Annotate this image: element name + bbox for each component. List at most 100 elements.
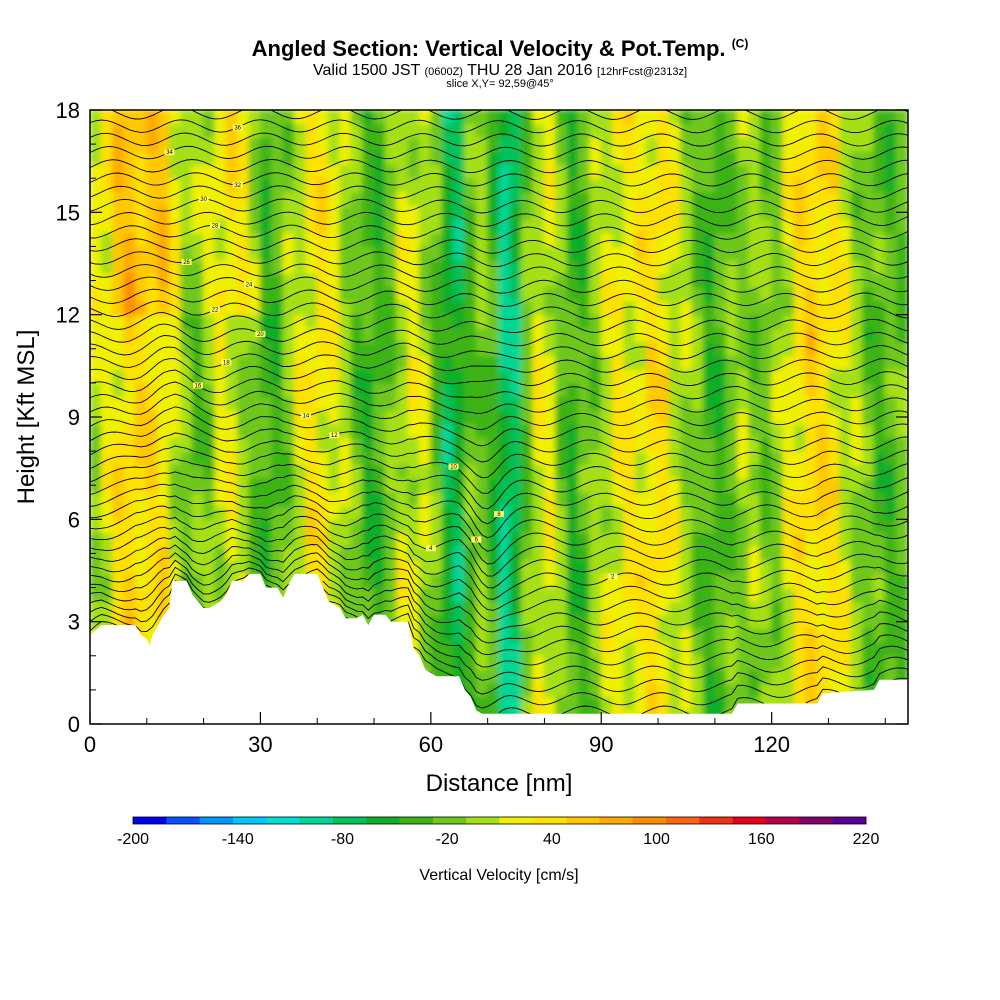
velocity-cell <box>464 245 477 261</box>
velocity-cell <box>555 587 568 602</box>
velocity-cell <box>203 450 216 466</box>
velocity-cell <box>566 245 580 261</box>
velocity-cell <box>827 587 841 602</box>
velocity-cell <box>668 382 682 398</box>
velocity-cell <box>725 205 739 220</box>
velocity-cell <box>725 327 739 343</box>
velocity-cell <box>294 546 307 561</box>
velocity-cell <box>316 368 330 384</box>
velocity-cell <box>566 327 580 343</box>
velocity-cell <box>259 177 273 193</box>
velocity-cell <box>748 205 761 220</box>
velocity-cell <box>884 218 898 234</box>
velocity-cell <box>578 300 591 316</box>
velocity-cell <box>578 164 591 179</box>
velocity-cell <box>691 682 704 698</box>
velocity-cell <box>453 314 466 329</box>
velocity-cell <box>282 218 295 234</box>
y-tick: 12 <box>56 303 908 328</box>
velocity-cell <box>827 409 841 425</box>
velocity-cell <box>839 218 852 234</box>
velocity-cell <box>657 218 670 234</box>
velocity-cell <box>737 518 750 534</box>
velocity-cell <box>521 668 534 684</box>
velocity-cell <box>578 641 591 657</box>
velocity-cell <box>793 668 807 684</box>
velocity-cell <box>816 273 829 288</box>
velocity-cell <box>793 245 807 261</box>
velocity-cell <box>509 491 523 507</box>
velocity-cell <box>896 232 908 247</box>
velocity-cell <box>793 518 807 534</box>
velocity-cell <box>771 177 784 193</box>
velocity-cell <box>316 259 330 275</box>
velocity-cell <box>896 532 908 548</box>
velocity-cell <box>464 587 477 602</box>
velocity-cell <box>680 300 693 316</box>
velocity-cell <box>600 368 614 384</box>
velocity-cell <box>657 423 670 438</box>
velocity-cell <box>294 382 307 398</box>
velocity-cell <box>578 245 591 261</box>
velocity-cell <box>884 600 898 616</box>
velocity-cell <box>634 505 648 520</box>
velocity-cell <box>532 464 545 479</box>
velocity-cell <box>680 668 693 684</box>
velocity-cell <box>600 423 614 438</box>
velocity-cell <box>396 191 409 207</box>
velocity-cell <box>691 218 704 234</box>
velocity-cell <box>691 245 704 261</box>
velocity-cell <box>169 205 182 220</box>
velocity-cell <box>714 450 727 466</box>
velocity-cell <box>100 150 114 166</box>
velocity-cell <box>566 368 580 384</box>
velocity-cell <box>123 259 136 275</box>
velocity-cell <box>259 355 273 370</box>
velocity-cell <box>737 245 750 261</box>
velocity-cell <box>896 505 908 520</box>
velocity-cell <box>737 341 750 357</box>
velocity-cell <box>737 286 750 302</box>
velocity-cell <box>668 587 682 602</box>
velocity-cell <box>169 218 182 234</box>
velocity-cell <box>214 286 227 302</box>
velocity-cell <box>509 573 523 589</box>
velocity-cell <box>123 123 136 138</box>
velocity-cell <box>600 382 614 398</box>
colorbar-swatch <box>266 817 300 824</box>
velocity-cell <box>771 136 784 152</box>
velocity-cell <box>612 327 625 343</box>
velocity-cell <box>157 368 171 384</box>
colorbar-swatch <box>399 817 434 824</box>
velocity-cell <box>100 218 114 234</box>
velocity-cell <box>487 191 500 207</box>
velocity-cell <box>316 505 330 520</box>
theta-contour-label: 14 <box>300 412 311 420</box>
velocity-cell <box>543 232 557 247</box>
velocity-cell <box>123 600 136 616</box>
velocity-cell <box>203 559 216 575</box>
colorbar-tick-label: 40 <box>543 831 561 848</box>
velocity-cell <box>714 150 727 166</box>
velocity-cell <box>509 655 523 670</box>
velocity-cell <box>237 491 250 507</box>
velocity-cell <box>475 205 489 220</box>
velocity-cell <box>668 245 682 261</box>
velocity-cell <box>373 164 386 179</box>
velocity-cell <box>668 423 682 438</box>
velocity-cell <box>782 423 795 438</box>
velocity-cell <box>214 164 227 179</box>
svg-text:30: 30 <box>200 197 207 203</box>
velocity-cell <box>475 355 489 370</box>
velocity-cell <box>793 327 807 343</box>
velocity-cell <box>362 136 375 152</box>
velocity-cell <box>725 273 739 288</box>
velocity-cell <box>566 286 580 302</box>
velocity-cell <box>532 123 545 138</box>
velocity-cell <box>271 423 284 438</box>
velocity-cell <box>759 245 773 261</box>
velocity-cell <box>407 300 420 316</box>
velocity-cell <box>146 259 159 275</box>
velocity-cell <box>612 423 625 438</box>
velocity-cell <box>134 532 148 548</box>
